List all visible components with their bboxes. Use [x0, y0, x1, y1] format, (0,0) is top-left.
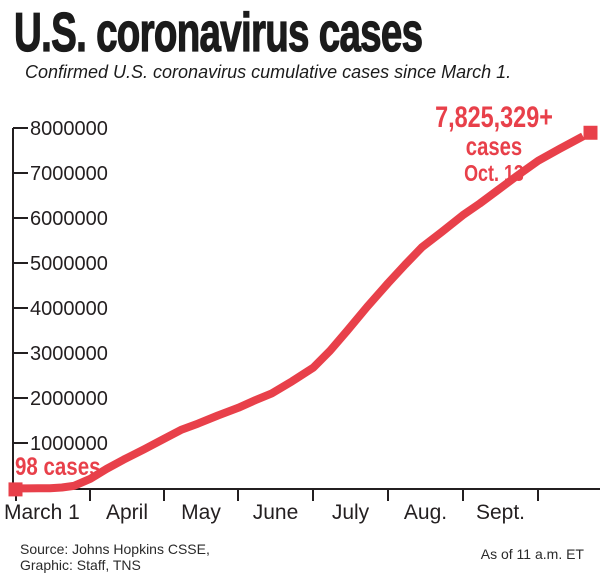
chart-subtitle: Confirmed U.S. coronavirus cumulative ca…: [25, 62, 512, 82]
peak-annotation: 7,825,329+ cases Oct. 13: [400, 101, 587, 187]
y-tick-label: 7000000: [30, 163, 108, 185]
as-of-timestamp: As of 11 a.m. ET: [480, 546, 584, 562]
start-marker: [8, 482, 23, 497]
start-annotation: 98 cases: [15, 453, 101, 481]
y-tick-label: 6000000: [30, 208, 108, 230]
peak-cases-word: cases: [465, 131, 523, 161]
y-tick-label: 5000000: [30, 253, 108, 275]
cases-line: [16, 132, 585, 493]
y-tick-label: 8000000: [30, 118, 108, 140]
page-title: U.S. coronavirus cases: [14, 1, 597, 63]
x-tick-label: April: [106, 501, 148, 524]
x-tick-label: May: [181, 501, 221, 524]
x-tick-label: Aug.: [404, 501, 447, 524]
x-tick-label: Sept.: [476, 501, 525, 524]
x-tick-label: June: [253, 501, 299, 524]
y-tick-label: 3000000: [30, 343, 108, 365]
x-tick-label: March 1: [4, 501, 80, 524]
y-tick-label: 1000000: [30, 433, 108, 455]
y-tick-label: 4000000: [30, 298, 108, 320]
x-tick-label: July: [332, 501, 370, 524]
peak-value: 7,825,329+: [435, 101, 553, 134]
y-tick-label: 2000000: [30, 388, 108, 410]
peak-date: Oct. 13: [464, 160, 524, 186]
source-credit: Source: Johns Hopkins CSSE, Graphic: Sta…: [20, 541, 210, 573]
source-line: Source: Johns Hopkins CSSE,: [20, 541, 210, 557]
graphic-credit-line: Graphic: Staff, TNS: [20, 556, 141, 573]
end-marker: [583, 125, 598, 140]
page-title-text: U.S. coronavirus cases: [14, 1, 424, 63]
